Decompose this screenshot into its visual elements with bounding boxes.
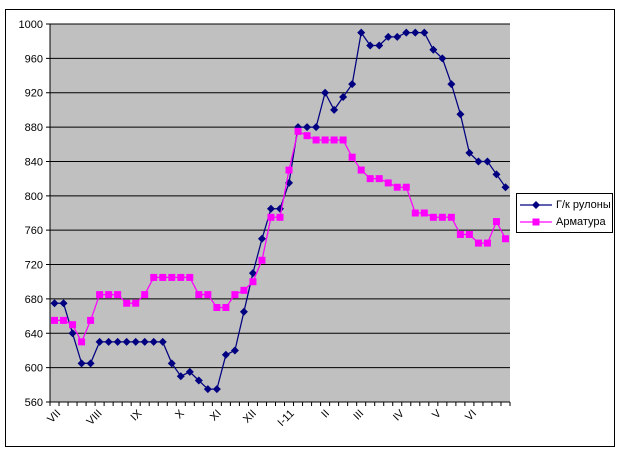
y-tick-label: 640 <box>25 328 43 340</box>
x-tick-label: XI <box>208 408 224 424</box>
x-axis-labels: VII VIII IX X XI XII I-11 II III IV V VI <box>45 407 479 429</box>
plot-background <box>50 24 510 402</box>
y-tick-label: 720 <box>25 260 43 272</box>
legend-label-gk-rulony: Г/к рулоны <box>556 198 611 211</box>
y-tick-label: 880 <box>25 122 43 134</box>
gridlines <box>46 23 510 403</box>
y-tick-label: 1000 <box>19 19 43 31</box>
x-tick-label: VI <box>463 408 479 424</box>
y-tick-label: 600 <box>25 363 43 375</box>
legend: Г/к рулоны Арматура <box>516 193 613 233</box>
x-tick-label: IX <box>129 407 145 423</box>
legend-label-armatura: Арматура <box>556 215 606 228</box>
x-tick-label: IV <box>391 407 407 423</box>
series-gk-rulony <box>50 28 510 394</box>
x-tick-label: II <box>319 408 332 421</box>
x-tick-label: VII <box>45 408 63 426</box>
diamond-marker-icon <box>520 200 552 209</box>
series-armatura <box>51 127 509 346</box>
x-tick-label: III <box>351 408 366 423</box>
x-tick-label: XII <box>241 408 259 426</box>
y-tick-label: 800 <box>25 191 43 203</box>
y-axis-labels: 1000 960 920 880 840 800 760 720 680 640 600 560 <box>19 19 43 409</box>
y-tick-label: 680 <box>25 294 43 306</box>
y-tick-label: 920 <box>25 88 43 100</box>
x-tick-label: X <box>173 407 187 421</box>
legend-item-gk-rulony: Г/к рулоны <box>519 196 611 213</box>
y-tick-label: 960 <box>25 53 43 65</box>
x-axis-ticks <box>49 402 511 406</box>
x-tick-label: VIII <box>85 408 105 428</box>
y-tick-label: 560 <box>25 397 43 409</box>
x-tick-label: I-11 <box>276 408 297 429</box>
square-marker-icon <box>520 218 552 225</box>
legend-item-armatura: Арматура <box>519 213 609 230</box>
x-tick-label: V <box>430 407 444 421</box>
chart-border <box>5 9 615 447</box>
y-tick-label: 840 <box>25 156 43 168</box>
y-tick-label: 760 <box>25 225 43 237</box>
